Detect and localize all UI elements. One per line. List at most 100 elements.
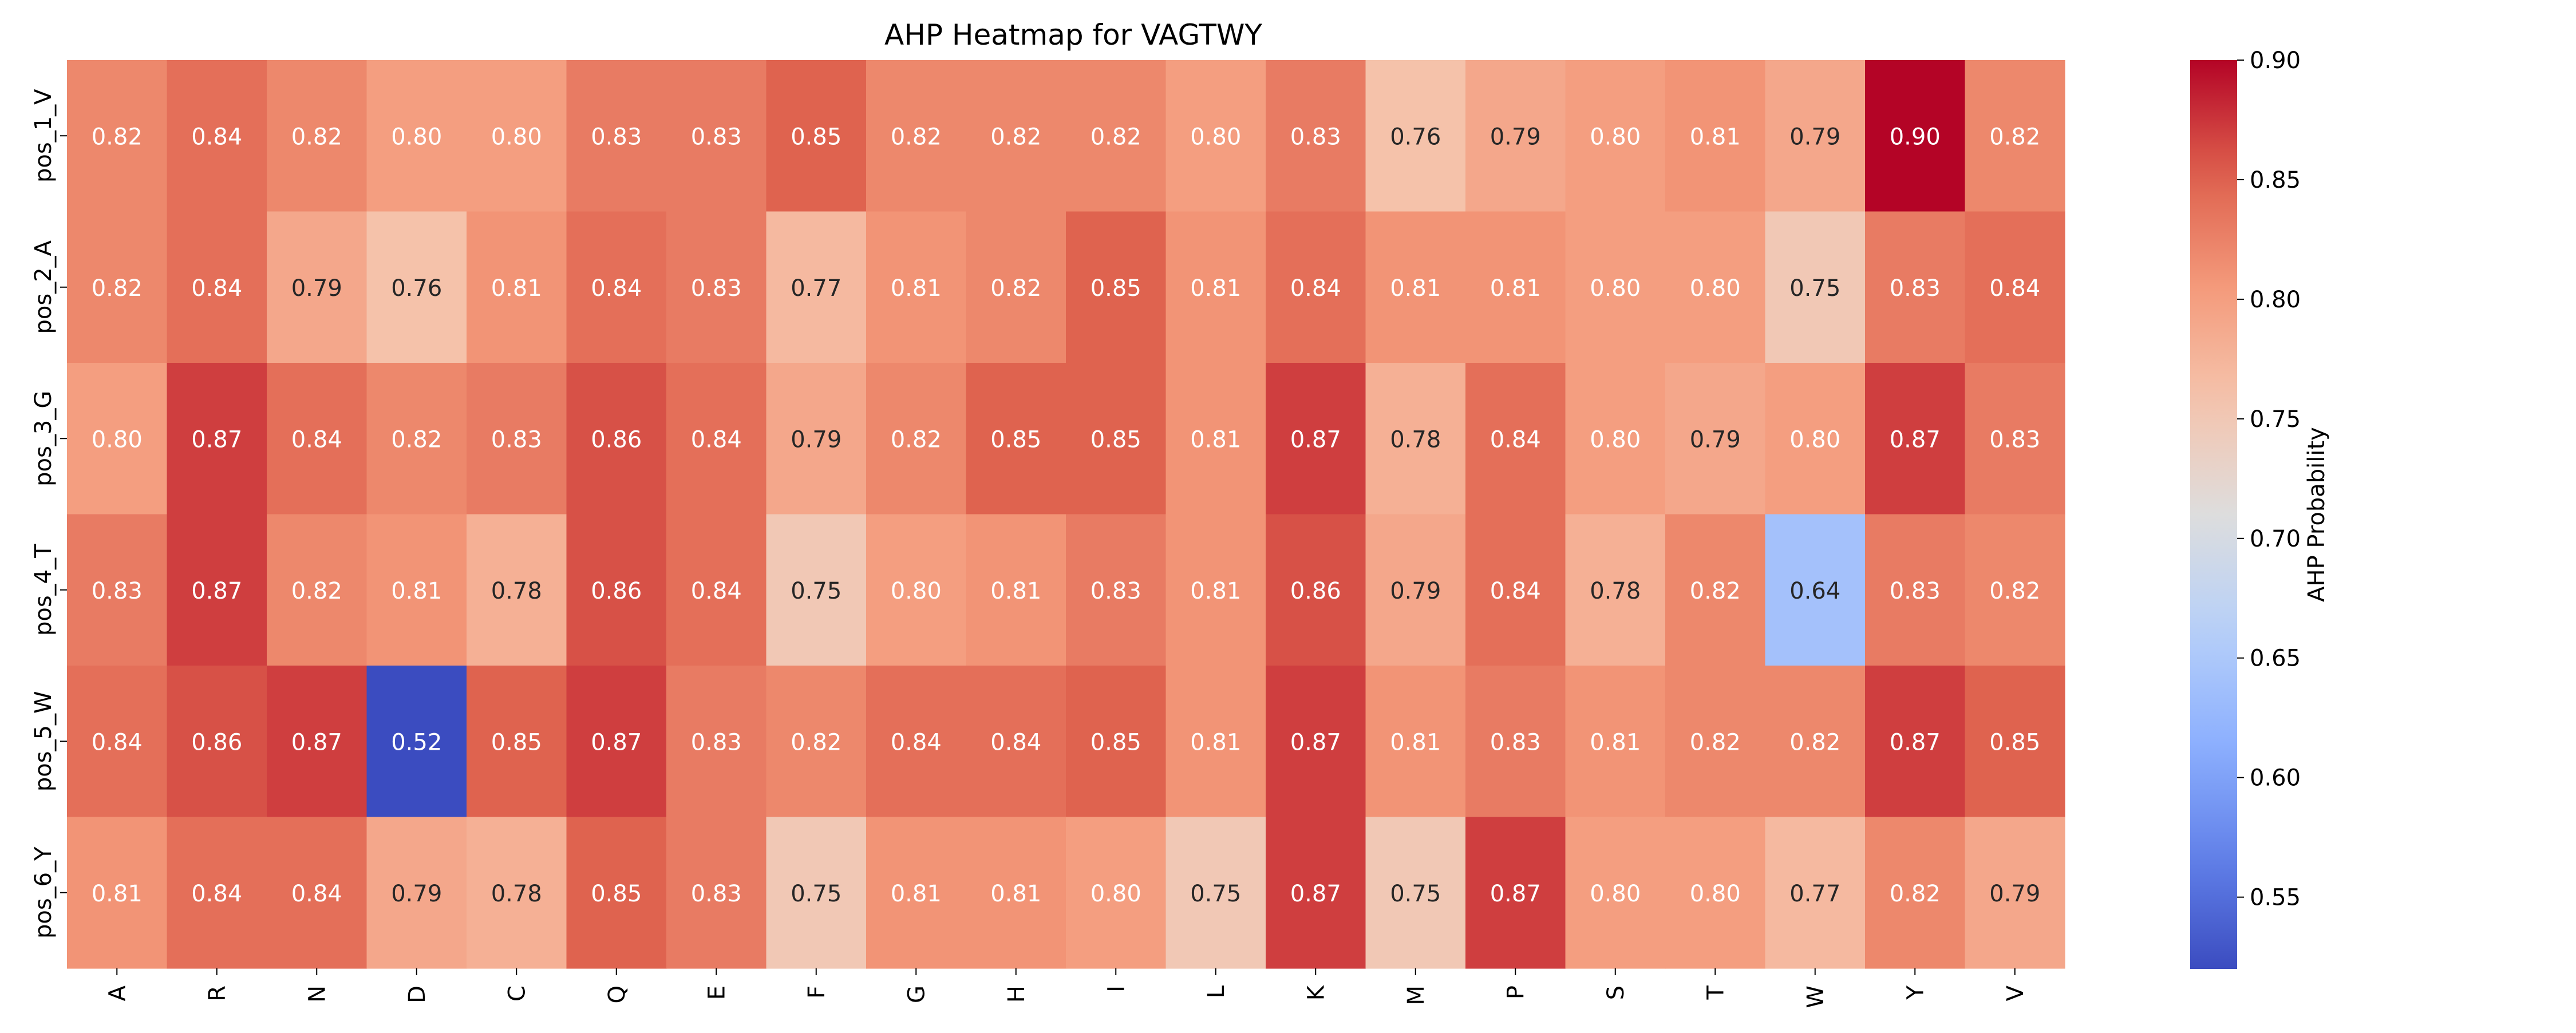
- heatmap-cell: [1465, 666, 1566, 818]
- x-tick-label: K: [1303, 984, 1329, 1000]
- cell-value-label: 0.87: [591, 729, 642, 755]
- cell-value-label: 0.78: [1390, 426, 1441, 453]
- heatmap-cell: [67, 666, 168, 818]
- heatmap-cell: [966, 211, 1066, 363]
- heatmap-cell: [1565, 211, 1666, 363]
- cell-value-label: 0.82: [1690, 729, 1741, 755]
- heatmap-cell: [566, 817, 667, 969]
- cell-value-label: 0.82: [1091, 124, 1141, 150]
- cell-value-label: 0.82: [1789, 729, 1840, 755]
- cell-value-label: 0.87: [1290, 426, 1341, 453]
- colorbar-tick-label: 0.65: [2250, 646, 2301, 672]
- heatmap-cell: [966, 60, 1066, 212]
- heatmap-cell: [866, 363, 967, 515]
- heatmap-cell: [1365, 60, 1466, 212]
- heatmap-cell: [1165, 363, 1266, 515]
- cell-value-label: 0.79: [1690, 426, 1741, 453]
- cell-value-label: 0.80: [92, 426, 143, 453]
- colorbar-tick-label: 0.80: [2250, 287, 2301, 313]
- cell-value-label: 0.83: [1490, 729, 1541, 755]
- cell-value-label: 0.84: [291, 881, 342, 907]
- colorbar: 0.55 0.60 0.65 0.70 0.75 0.80 0.85 0.90 AHP Prob…: [2190, 48, 2330, 969]
- heatmap-cell: [1266, 211, 1366, 363]
- heatmap-cell: [467, 211, 567, 363]
- cell-value-label: 0.52: [391, 729, 442, 755]
- x-tick-label: N: [304, 985, 330, 1003]
- cell-value-label: 0.90: [1890, 124, 1941, 150]
- cell-value-label: 0.85: [791, 124, 841, 150]
- heatmap-cell: [1066, 363, 1167, 515]
- cell-value-label: 0.75: [1390, 881, 1441, 907]
- y-tick-label: pos_5_W: [30, 691, 57, 791]
- heatmap-cell: [766, 211, 867, 363]
- x-tick-label: D: [404, 985, 430, 1003]
- cell-value-label: 0.87: [1490, 881, 1541, 907]
- cell-value-label: 0.86: [191, 729, 242, 755]
- cell-value-label: 0.84: [1290, 275, 1341, 302]
- heatmap-cell: [1865, 60, 1966, 212]
- x-tick-label: E: [704, 985, 730, 1000]
- heatmap-cell: [566, 211, 667, 363]
- heatmap-cell: [1865, 817, 1966, 969]
- heatmap-cell: [267, 817, 368, 969]
- cell-value-label: 0.64: [1789, 578, 1840, 604]
- cell-value-label: 0.78: [491, 578, 542, 604]
- cell-value-label: 0.75: [791, 881, 841, 907]
- cell-value-label: 0.81: [391, 578, 442, 604]
- heatmap-cell: [666, 211, 767, 363]
- cell-value-label: 0.84: [990, 729, 1041, 755]
- cell-value-label: 0.84: [1490, 426, 1541, 453]
- heatmap-cell: [1465, 363, 1566, 515]
- heatmap-cell: [1765, 60, 1866, 212]
- heatmap-cell: [366, 666, 467, 818]
- y-tick-label: pos_3_G: [30, 391, 57, 486]
- cell-value-label: 0.82: [1989, 124, 2040, 150]
- cell-value-label: 0.77: [791, 275, 841, 302]
- x-tick-label: Q: [604, 985, 630, 1003]
- x-tick-label: G: [903, 985, 930, 1003]
- heatmap-cell: [866, 817, 967, 969]
- x-tick-label: V: [2002, 985, 2029, 1001]
- cell-value-label: 0.80: [1690, 881, 1741, 907]
- heatmap-cell: [666, 514, 767, 666]
- cell-value-label: 0.83: [691, 729, 742, 755]
- colorbar-tick-label: 0.75: [2250, 406, 2301, 433]
- heatmap-cell: [67, 363, 168, 515]
- colorbar-tick-label: 0.85: [2250, 167, 2301, 193]
- cell-value-label: 0.79: [1989, 881, 2040, 907]
- cell-value-label: 0.81: [891, 275, 942, 302]
- colorbar-label: AHP Probability: [2304, 427, 2330, 602]
- colorbar-gradient: [2190, 60, 2237, 969]
- heatmap-cell: [1765, 211, 1866, 363]
- heatmap-cell: [1565, 817, 1666, 969]
- heatmap-cell: [167, 514, 267, 666]
- heatmap-cell: [1965, 817, 2065, 969]
- cell-value-label: 0.82: [1989, 578, 2040, 604]
- heatmap-cell: [1565, 666, 1666, 818]
- cell-value-label: 0.84: [691, 578, 742, 604]
- cell-value-label: 0.81: [1390, 729, 1441, 755]
- heatmap-cell: [666, 817, 767, 969]
- cell-value-label: 0.81: [1590, 729, 1641, 755]
- heatmap-cell: [1066, 60, 1167, 212]
- cell-value-label: 0.82: [990, 275, 1041, 302]
- heatmap-cell: [267, 363, 368, 515]
- heatmap-cell: [1465, 514, 1566, 666]
- cell-value-label: 0.80: [891, 578, 942, 604]
- cell-value-label: 0.76: [391, 275, 442, 302]
- cell-value-label: 0.75: [1190, 881, 1241, 907]
- cell-value-label: 0.81: [1190, 275, 1241, 302]
- heatmap-cell: [1165, 817, 1266, 969]
- cell-value-label: 0.87: [1290, 881, 1341, 907]
- heatmap-cell: [866, 211, 967, 363]
- heatmap-cell: [366, 60, 467, 212]
- cell-value-label: 0.83: [1290, 124, 1341, 150]
- heatmap-cell: [1765, 666, 1866, 818]
- heatmap-cell: [1266, 666, 1366, 818]
- cell-value-label: 0.80: [1590, 426, 1641, 453]
- heatmap-cell: [966, 666, 1066, 818]
- heatmap-cell: [366, 363, 467, 515]
- x-tick-label: H: [1003, 985, 1030, 1003]
- chart-title: AHP Heatmap for VAGTWY: [884, 18, 1262, 52]
